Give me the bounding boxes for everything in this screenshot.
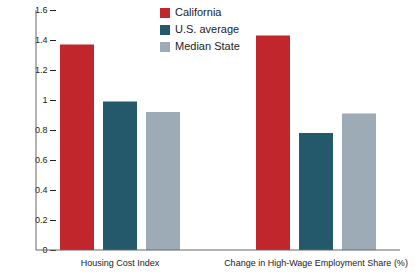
svg-text:1.6: 1.6 [35, 5, 48, 15]
svg-text:Housing Cost Index: Housing Cost Index [81, 258, 160, 268]
svg-text:Change in High-Wage Employment: Change in High-Wage Employment Share (%) [224, 258, 408, 268]
svg-text:0.6: 0.6 [35, 155, 48, 165]
svg-text:1.4: 1.4 [35, 35, 48, 45]
html-text:Median State: Median State [175, 40, 240, 52]
html-text:California: California [175, 6, 222, 18]
svg-text:0: 0 [42, 245, 48, 256]
svg-text:1: 1 [42, 95, 47, 105]
svg-text:0.2: 0.2 [35, 215, 48, 225]
svg-text:0.4: 0.4 [35, 185, 48, 195]
svg-text:0.8: 0.8 [35, 125, 48, 135]
html-text:U.S. average: U.S. average [175, 23, 240, 35]
svg-text:1.2: 1.2 [35, 65, 48, 75]
